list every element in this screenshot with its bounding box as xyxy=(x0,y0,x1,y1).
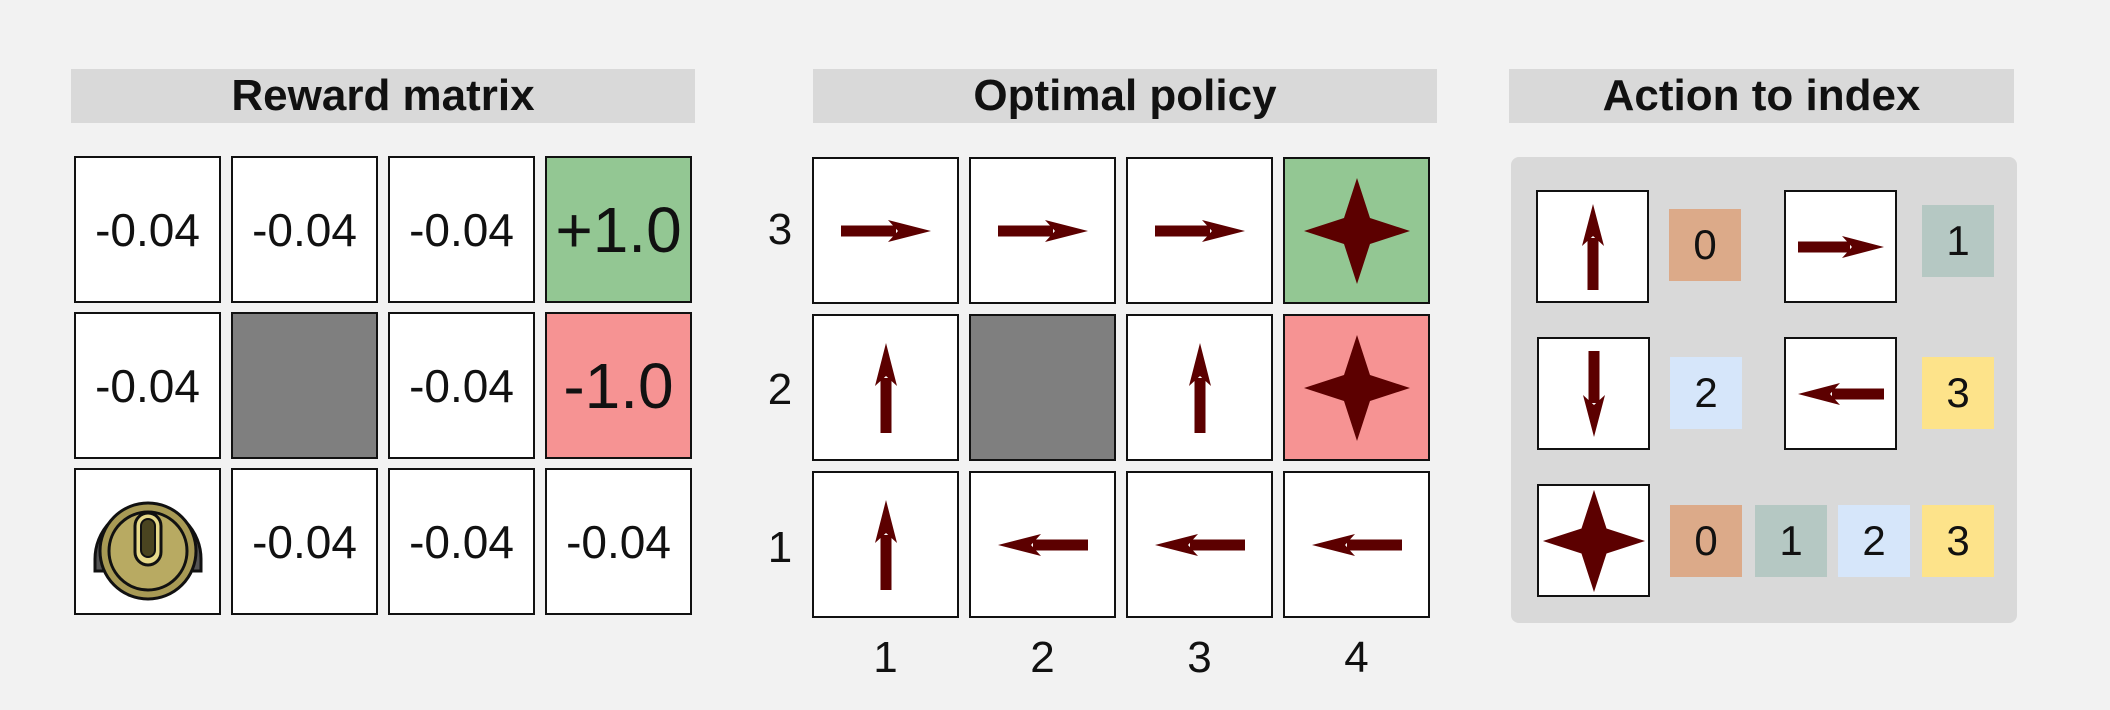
reward-cell: -0.04 xyxy=(388,468,535,615)
star-icon xyxy=(1303,177,1410,284)
reward-cell-wall xyxy=(231,312,378,459)
policy-cell xyxy=(1126,157,1273,304)
row-label: 3 xyxy=(767,205,793,254)
star-icon xyxy=(1542,489,1645,592)
index-tag: 1 xyxy=(1755,505,1827,577)
arrow-left-icon xyxy=(997,533,1088,556)
action-terminal-box xyxy=(1537,484,1650,597)
policy-cell-goal xyxy=(1283,157,1430,304)
action-up-box xyxy=(1536,190,1649,303)
optimal-policy-title: Optimal policy xyxy=(813,69,1437,123)
column-label: 2 xyxy=(1030,632,1055,682)
policy-cell xyxy=(969,157,1116,304)
policy-cell xyxy=(812,471,959,618)
robot-icon xyxy=(93,501,202,600)
arrow-right-icon xyxy=(1154,219,1245,242)
reward-cell: -0.04 xyxy=(388,312,535,459)
arrow-left-icon xyxy=(1311,533,1402,556)
arrow-down-icon xyxy=(1582,350,1605,437)
arrow-left-icon xyxy=(1154,533,1245,556)
arrow-up-icon xyxy=(1188,342,1211,433)
policy-cell xyxy=(1283,471,1430,618)
reward-cell: -0.04 xyxy=(74,312,221,459)
reward-cell-start xyxy=(74,468,221,615)
index-tag: 1 xyxy=(1922,205,1994,277)
index-tag: 3 xyxy=(1922,357,1994,429)
column-label: 1 xyxy=(873,632,898,682)
index-tag: 2 xyxy=(1838,505,1910,577)
column-label: 4 xyxy=(1344,632,1369,682)
index-tag: 3 xyxy=(1922,505,1994,577)
policy-cell xyxy=(1126,314,1273,461)
index-tag: 2 xyxy=(1670,357,1742,429)
arrow-right-icon xyxy=(997,219,1088,242)
index-tag: 0 xyxy=(1669,209,1741,281)
action-to-index-title: Action to index xyxy=(1509,69,2014,123)
policy-cell xyxy=(969,471,1116,618)
policy-cell xyxy=(812,157,959,304)
policy-cell xyxy=(812,314,959,461)
action-index-panel: 0 1 2 3 0 1 2 3 xyxy=(1511,157,2017,623)
policy-cell xyxy=(1126,471,1273,618)
reward-cell-pit: -1.0 xyxy=(545,312,692,459)
reward-cell: -0.04 xyxy=(74,156,221,303)
column-label: 3 xyxy=(1187,632,1212,682)
action-down-box xyxy=(1537,337,1650,450)
arrow-right-icon xyxy=(1797,235,1884,258)
star-icon xyxy=(1303,334,1410,441)
reward-cell: -0.04 xyxy=(231,468,378,615)
action-right-box xyxy=(1784,190,1897,303)
arrow-up-icon xyxy=(874,342,897,433)
policy-cell-wall xyxy=(969,314,1116,461)
arrow-up-icon xyxy=(874,499,897,590)
arrow-up-icon xyxy=(1581,203,1604,290)
action-left-box xyxy=(1784,337,1897,450)
arrow-left-icon xyxy=(1797,382,1884,405)
reward-cell: -0.04 xyxy=(231,156,378,303)
arrow-right-icon xyxy=(840,219,931,242)
reward-cell: -0.04 xyxy=(545,468,692,615)
reward-matrix-title: Reward matrix xyxy=(71,69,695,123)
index-tag: 0 xyxy=(1670,505,1742,577)
row-label: 1 xyxy=(767,523,793,572)
policy-cell-pit xyxy=(1283,314,1430,461)
reward-cell: -0.04 xyxy=(388,156,535,303)
row-label: 2 xyxy=(767,365,793,414)
reward-cell-goal: +1.0 xyxy=(545,156,692,303)
